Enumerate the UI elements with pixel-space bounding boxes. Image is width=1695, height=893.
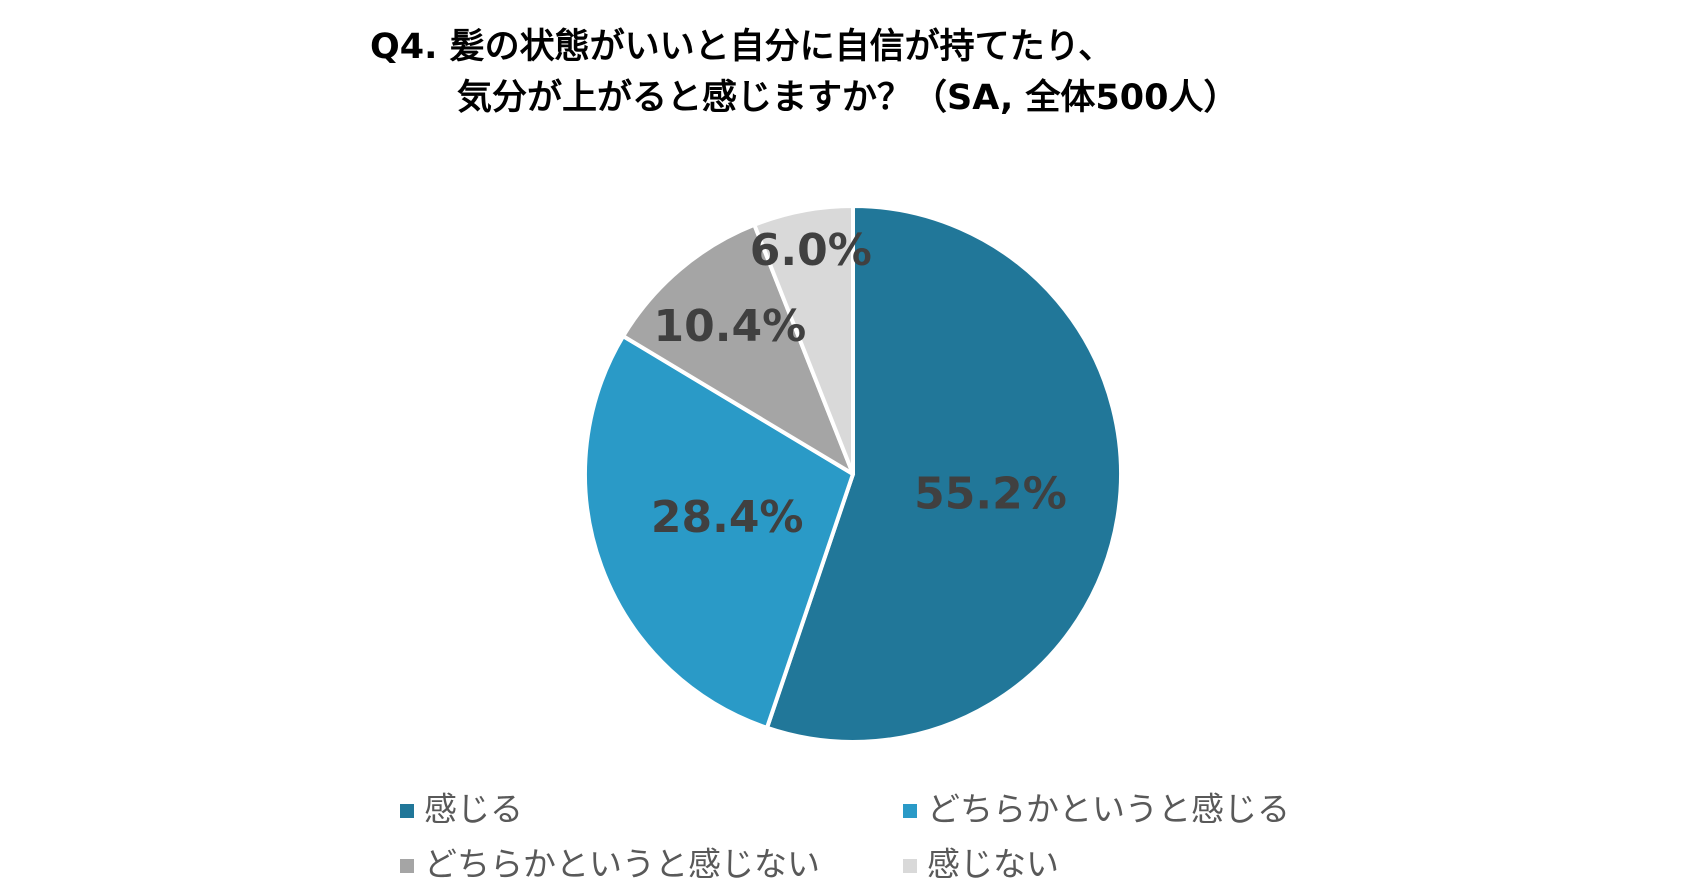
data-label: 55.2% [914,469,1067,520]
pie-slice [752,204,855,476]
chart-title: Q4. 髪の状態がいいと自分に自信が持てたり、 [370,27,1113,67]
data-label: 28.4% [651,492,804,543]
pie-slice [764,204,1123,744]
legend-label: どちらかというと感じない [424,845,820,884]
legend-marker [400,859,414,873]
data-label: 6.0% [750,225,872,276]
pie-slice [621,222,855,476]
legend-label: どちらかというと感じる [927,790,1290,829]
legend-label: 感じない [927,845,1059,884]
legend-marker [400,804,414,818]
legend-label: 感じる [424,790,523,829]
data-label: 10.4% [654,301,807,352]
legend-marker [903,804,917,818]
legend-marker [903,859,917,873]
chart-title: 気分が上がると感じますか？（SA, 全体500人） [457,77,1239,118]
